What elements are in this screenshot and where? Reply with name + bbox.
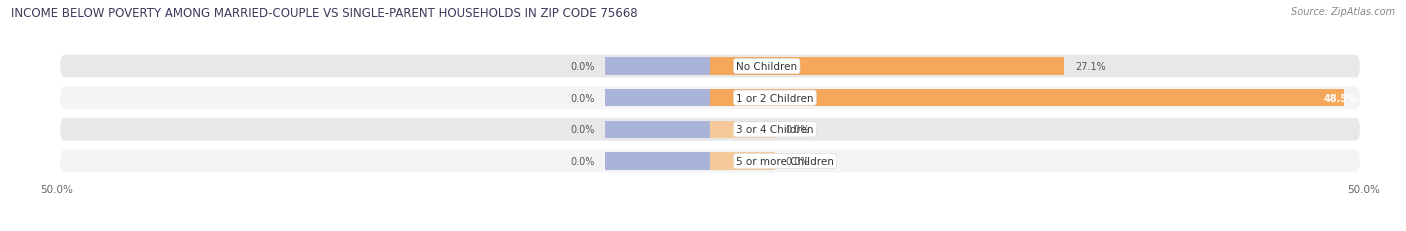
Text: 5 or more Children: 5 or more Children	[737, 156, 834, 166]
Bar	[710, 153, 776, 170]
Text: 0.0%: 0.0%	[786, 125, 810, 135]
Bar	[710, 58, 1064, 76]
Bar	[606, 153, 710, 170]
Bar	[606, 58, 710, 76]
Text: 27.1%: 27.1%	[1074, 62, 1105, 72]
Text: 0.0%: 0.0%	[571, 93, 595, 103]
Bar	[606, 121, 710, 138]
Text: INCOME BELOW POVERTY AMONG MARRIED-COUPLE VS SINGLE-PARENT HOUSEHOLDS IN ZIP COD: INCOME BELOW POVERTY AMONG MARRIED-COUPL…	[11, 7, 638, 20]
FancyBboxPatch shape	[60, 150, 1360, 173]
Text: 0.0%: 0.0%	[571, 156, 595, 166]
Text: 0.0%: 0.0%	[571, 125, 595, 135]
Text: Source: ZipAtlas.com: Source: ZipAtlas.com	[1291, 7, 1395, 17]
Text: 3 or 4 Children: 3 or 4 Children	[737, 125, 814, 135]
Text: 0.0%: 0.0%	[571, 62, 595, 72]
Bar	[710, 121, 776, 138]
Bar	[710, 90, 1344, 107]
Text: No Children: No Children	[737, 62, 797, 72]
FancyBboxPatch shape	[60, 87, 1360, 110]
Bar	[606, 90, 710, 107]
FancyBboxPatch shape	[60, 119, 1360, 141]
Text: 48.5%: 48.5%	[1323, 93, 1357, 103]
Text: 1 or 2 Children: 1 or 2 Children	[737, 93, 814, 103]
FancyBboxPatch shape	[60, 55, 1360, 78]
Text: 0.0%: 0.0%	[786, 156, 810, 166]
